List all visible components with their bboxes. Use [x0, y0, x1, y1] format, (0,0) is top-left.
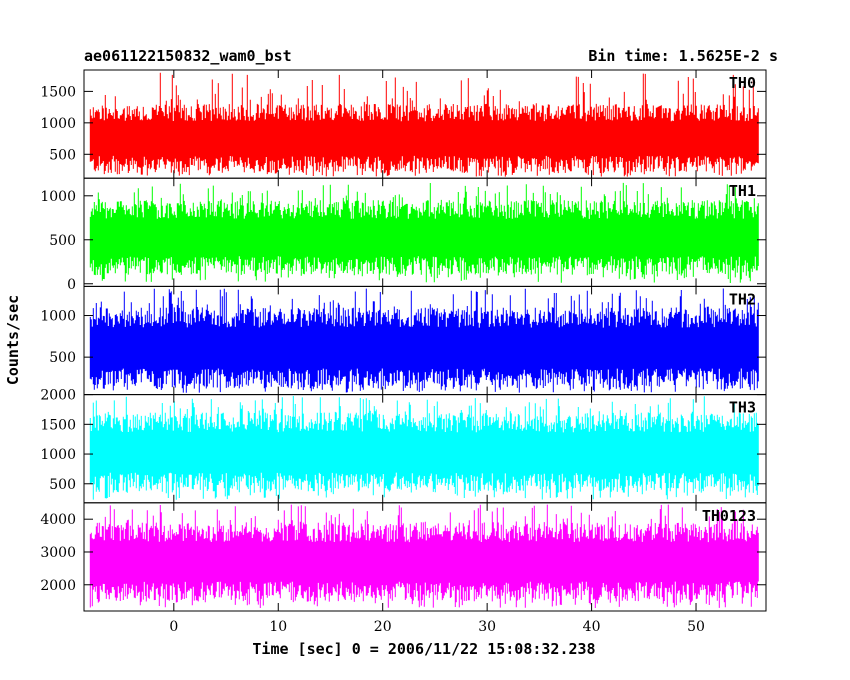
y-tick-label: 1000: [40, 189, 76, 205]
panel-frame: [83, 502, 767, 612]
y-tick-label: 500: [49, 233, 76, 249]
y-tick-label: 1000: [40, 309, 76, 325]
panel-th2: TH2 500 1000: [40, 285, 767, 396]
y-axis-label: Counts/sec: [4, 295, 22, 385]
panel-th1: TH1 0 500 1000: [40, 177, 767, 293]
series-th0: [89, 72, 759, 177]
y-tick-label: 1500: [40, 417, 76, 433]
x-tick-label: 10: [269, 619, 287, 635]
y-tick-label: 2000: [40, 578, 76, 594]
chart-title-left: ae061122150832_wam0_bst: [84, 47, 292, 65]
series-label-th0123: TH0123: [702, 507, 756, 525]
y-tick-label: 2000: [40, 388, 76, 404]
series-label-th0: TH0: [729, 74, 756, 92]
series-label-th3: TH3: [729, 399, 756, 417]
x-axis-label: Time [sec] 0 = 2006/11/22 15:08:32.238: [252, 640, 595, 658]
y-tick-label: 1000: [40, 447, 76, 463]
panel-th3: TH3 500 1000 1500 2000: [40, 388, 767, 504]
y-tick-label: 0: [67, 277, 76, 293]
y-tick-label: 1500: [40, 84, 76, 100]
y-tick-label: 4000: [40, 512, 76, 528]
x-tick-label: 40: [583, 619, 601, 635]
series-th3: [89, 396, 759, 500]
panel-th0: TH0 500 1000 1500: [40, 69, 767, 179]
panels-group: TH050010001500TH105001000TH25001000TH350…: [40, 69, 767, 635]
x-tick-label: 20: [374, 619, 392, 635]
x-tick-label: 0: [169, 619, 178, 635]
y-tick-label: 500: [49, 147, 76, 163]
series-th0123: [89, 504, 759, 608]
x-tick-label: 50: [687, 619, 705, 635]
y-tick-label: 500: [49, 350, 76, 366]
panel-th0123: TH0123 2000 3000 4000: [40, 502, 767, 612]
series-th1: [89, 182, 759, 283]
chart-title-right: Bin time: 1.5625E-2 s: [588, 47, 778, 65]
x-tick-label: 30: [478, 619, 496, 635]
y-tick-label: 1000: [40, 116, 76, 132]
y-tick-label: 500: [49, 477, 76, 493]
y-tick-label: 3000: [40, 545, 76, 561]
series-label-th2: TH2: [729, 290, 756, 308]
series-label-th1: TH1: [729, 182, 756, 200]
series-th2: [89, 288, 759, 393]
